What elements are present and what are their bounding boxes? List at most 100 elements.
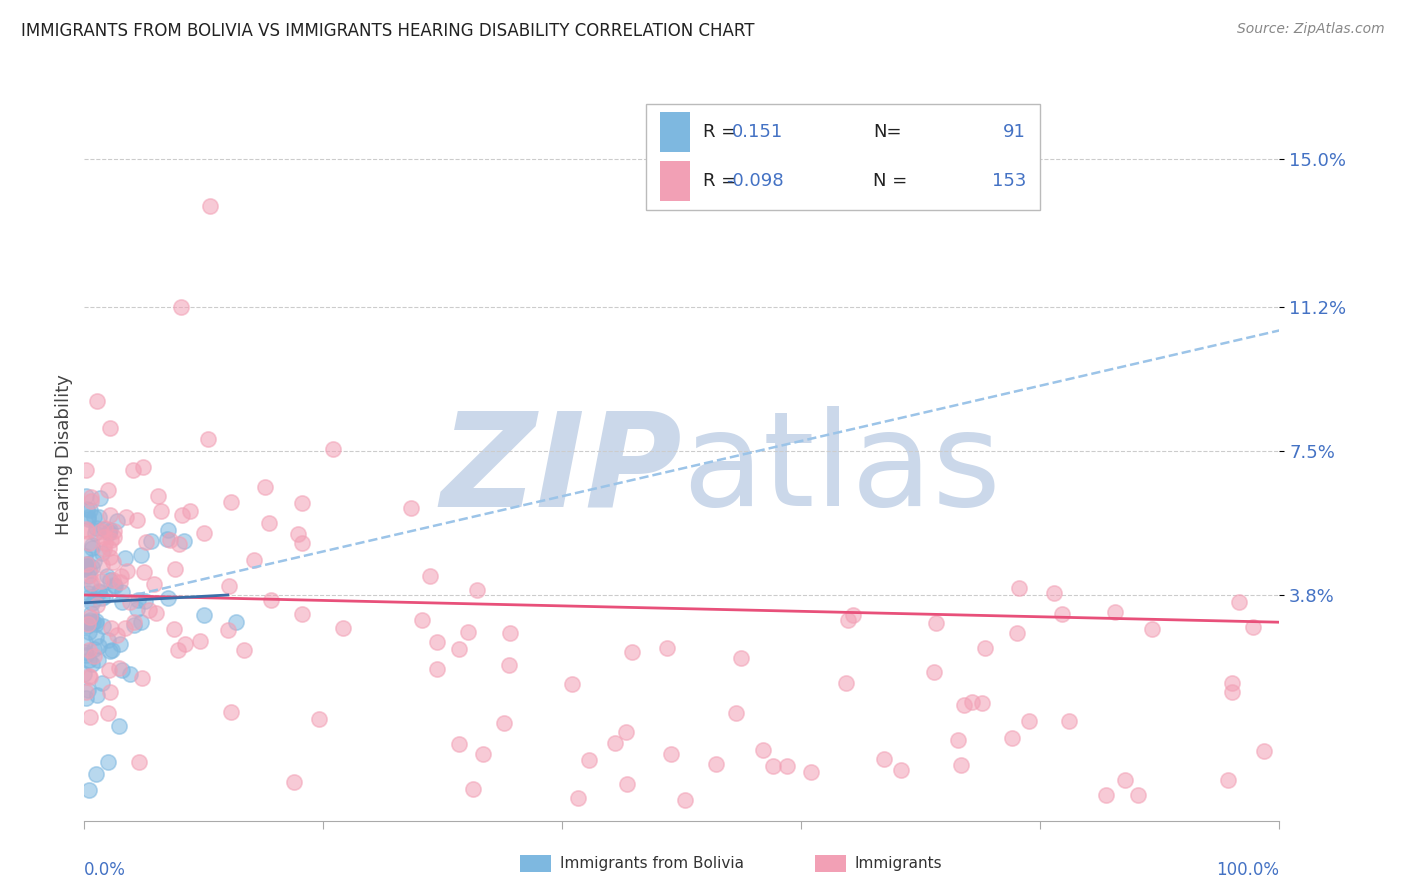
Point — [73, 645, 96, 659]
Point — [100, 643, 122, 657]
Point — [225, 615, 247, 629]
Point — [115, 510, 138, 524]
Point — [86, 688, 108, 702]
Point — [75, 559, 97, 574]
Point — [492, 716, 515, 731]
Point — [79, 670, 101, 684]
Point — [953, 698, 976, 712]
Point — [80, 578, 103, 592]
Point — [170, 300, 193, 314]
Point — [578, 753, 600, 767]
Point — [86, 598, 108, 612]
Point — [835, 675, 858, 690]
Text: atlas: atlas — [682, 406, 1001, 533]
Point — [426, 662, 449, 676]
Point — [93, 530, 115, 544]
Point — [75, 560, 97, 574]
Point — [103, 530, 125, 544]
Point — [567, 791, 589, 805]
Point — [79, 614, 101, 628]
Point — [87, 639, 110, 653]
Point — [94, 521, 117, 535]
Point — [84, 617, 107, 632]
Point — [219, 705, 242, 719]
Point — [80, 596, 103, 610]
Point — [91, 676, 114, 690]
Point — [76, 683, 98, 698]
Point — [122, 615, 145, 629]
Point — [77, 669, 100, 683]
Point — [84, 591, 107, 606]
Point — [108, 661, 131, 675]
Point — [673, 793, 696, 807]
Point — [1094, 788, 1116, 802]
Point — [1050, 607, 1073, 621]
Point — [98, 550, 121, 565]
Point — [188, 634, 211, 648]
Point — [157, 591, 180, 606]
Point — [131, 672, 153, 686]
Point — [193, 608, 215, 623]
Point — [426, 635, 449, 649]
Point — [105, 628, 128, 642]
Point — [925, 615, 948, 630]
Point — [134, 594, 156, 608]
Point — [94, 536, 117, 550]
Point — [399, 501, 422, 516]
Point — [218, 579, 240, 593]
Point — [291, 607, 314, 621]
Point — [1043, 586, 1066, 600]
Point — [73, 666, 96, 681]
Point — [200, 199, 222, 213]
Point — [97, 632, 120, 647]
Point — [76, 618, 98, 632]
Point — [134, 565, 156, 579]
Point — [91, 619, 114, 633]
Point — [233, 643, 256, 657]
Point — [655, 641, 678, 656]
Point — [419, 569, 441, 583]
Point — [197, 433, 219, 447]
Point — [73, 562, 96, 576]
Point — [219, 495, 242, 509]
Point — [86, 394, 108, 409]
Point — [76, 502, 98, 516]
Point — [91, 546, 114, 560]
Point — [77, 591, 100, 605]
Point — [332, 621, 354, 635]
Point — [946, 733, 969, 747]
Point — [75, 489, 97, 503]
Text: 91: 91 — [1004, 122, 1026, 141]
Text: IMMIGRANTS FROM BOLIVIA VS IMMIGRANTS HEARING DISABILITY CORRELATION CHART: IMMIGRANTS FROM BOLIVIA VS IMMIGRANTS HE… — [21, 22, 755, 40]
Point — [447, 641, 470, 656]
Point — [257, 516, 280, 531]
Point — [974, 640, 997, 655]
Point — [174, 637, 197, 651]
Point — [80, 606, 103, 620]
Point — [111, 663, 134, 677]
Point — [75, 463, 97, 477]
Text: 153: 153 — [991, 171, 1026, 190]
Point — [98, 525, 121, 540]
Point — [90, 574, 112, 588]
Point — [260, 593, 283, 607]
Point — [97, 524, 120, 539]
Point — [76, 557, 98, 571]
Point — [96, 569, 118, 583]
Point — [128, 756, 150, 770]
Point — [100, 533, 122, 547]
Point — [291, 496, 314, 510]
Point — [616, 777, 638, 791]
Point — [98, 663, 121, 677]
Point — [98, 508, 121, 522]
Text: Source: ZipAtlas.com: Source: ZipAtlas.com — [1237, 22, 1385, 37]
Point — [76, 557, 98, 571]
Point — [173, 534, 195, 549]
Point — [1018, 714, 1040, 728]
Point — [90, 558, 112, 572]
Point — [465, 583, 488, 598]
Point — [1008, 581, 1031, 595]
Point — [115, 564, 138, 578]
Point — [80, 490, 103, 504]
Point — [79, 609, 101, 624]
